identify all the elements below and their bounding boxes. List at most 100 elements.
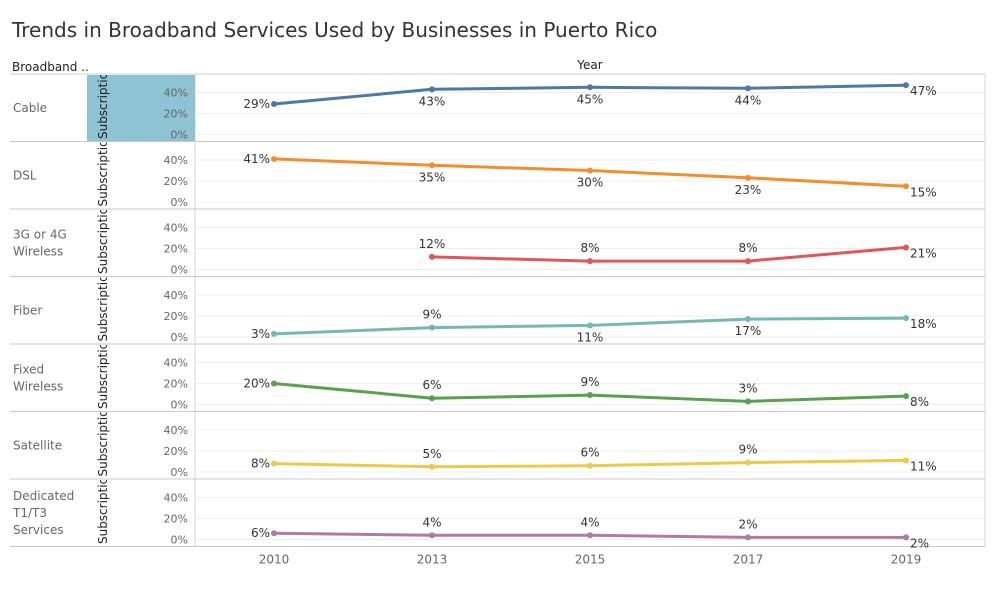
y-tick-label: 40% bbox=[164, 492, 188, 505]
axis-title: Subscription bbox=[96, 199, 110, 274]
y-tick-label: 0% bbox=[171, 466, 188, 479]
data-point[interactable] bbox=[429, 463, 435, 470]
row-label[interactable]: Wireless bbox=[13, 244, 63, 258]
data-point[interactable] bbox=[745, 534, 751, 541]
data-label: 29% bbox=[243, 97, 270, 111]
y-tick-label: 20% bbox=[164, 175, 188, 188]
data-point[interactable] bbox=[271, 460, 277, 467]
y-tick-label: 20% bbox=[164, 513, 188, 526]
row-label[interactable]: Cable bbox=[13, 101, 47, 115]
data-label: 5% bbox=[422, 447, 441, 461]
data-point[interactable] bbox=[903, 244, 909, 251]
data-point[interactable] bbox=[587, 258, 593, 265]
data-label: 35% bbox=[419, 170, 446, 184]
page-title: Trends in Broadband Services Used by Bus… bbox=[12, 18, 658, 42]
y-tick-label: 20% bbox=[164, 243, 188, 256]
y-tick-label: 20% bbox=[164, 310, 188, 323]
data-label: 23% bbox=[735, 183, 762, 197]
row-label[interactable]: Satellite bbox=[13, 438, 62, 452]
pane-cable: Cable Subscription 0% 20% 40% 29% 43% 45% 44% 47% bbox=[10, 64, 985, 142]
row-label[interactable]: Dedicated bbox=[13, 489, 74, 503]
data-point[interactable] bbox=[587, 392, 593, 399]
y-tick-label: 0% bbox=[171, 196, 188, 209]
data-label: 9% bbox=[580, 375, 599, 389]
series-line-3g-or-4g-wireless[interactable] bbox=[430, 245, 908, 263]
x-axis: 2010 2013 2015 2017 2019 bbox=[259, 553, 922, 567]
row-label[interactable]: 3G or 4G bbox=[13, 227, 67, 241]
y-tick-label: 20% bbox=[164, 445, 188, 458]
data-point[interactable] bbox=[903, 393, 909, 400]
data-label: 8% bbox=[738, 241, 757, 255]
y-tick-label: 0% bbox=[171, 534, 188, 547]
y-tick-label: 40% bbox=[164, 154, 188, 167]
axis-title-group: Subscription bbox=[96, 64, 110, 139]
y-tick-label: 0% bbox=[171, 331, 188, 344]
pane-dsl: DSL Subscription 0% 20% 40% 41% 35% 30% 23% 15% bbox=[10, 143, 985, 210]
axis-title-group: Subscription bbox=[96, 480, 110, 544]
data-point[interactable] bbox=[429, 162, 435, 169]
data-point[interactable] bbox=[903, 534, 909, 541]
data-point[interactable] bbox=[429, 86, 435, 93]
row-header[interactable]: Broadband .. bbox=[12, 60, 89, 74]
data-point[interactable] bbox=[587, 532, 593, 539]
y-tick-label: 0% bbox=[171, 264, 188, 277]
data-point[interactable] bbox=[745, 174, 751, 181]
row-label[interactable]: Fixed bbox=[13, 362, 44, 376]
column-header[interactable]: Year bbox=[576, 58, 602, 72]
data-point[interactable] bbox=[271, 101, 277, 108]
data-label: 18% bbox=[910, 317, 937, 331]
y-tick-label: 40% bbox=[164, 424, 188, 437]
data-label: 6% bbox=[580, 446, 599, 460]
data-label: 4% bbox=[422, 515, 441, 529]
row-label[interactable]: DSL bbox=[13, 168, 37, 182]
data-point[interactable] bbox=[429, 253, 435, 260]
row-label[interactable]: Wireless bbox=[13, 379, 63, 393]
data-label: 44% bbox=[735, 93, 762, 107]
data-point[interactable] bbox=[745, 85, 751, 92]
data-point[interactable] bbox=[271, 380, 277, 387]
data-point[interactable] bbox=[745, 258, 751, 265]
data-point[interactable] bbox=[429, 324, 435, 331]
chart-headers: Broadband .. Year bbox=[10, 58, 985, 75]
axis-title: Subscription bbox=[96, 267, 110, 342]
data-point[interactable] bbox=[903, 315, 909, 322]
data-label: 47% bbox=[910, 84, 937, 98]
data-label: 8% bbox=[910, 395, 929, 409]
pane-fixed-wireless: Fixed Wireless Subscription 0% 20% 40% 20% 6% 9%… bbox=[10, 345, 985, 412]
data-label: 8% bbox=[251, 457, 270, 471]
data-point[interactable] bbox=[429, 532, 435, 539]
data-point[interactable] bbox=[587, 84, 593, 91]
row-label[interactable]: Services bbox=[13, 523, 64, 537]
data-label: 6% bbox=[422, 378, 441, 392]
data-point[interactable] bbox=[587, 462, 593, 469]
data-point[interactable] bbox=[271, 155, 277, 162]
axis-title-group: Subscription bbox=[96, 345, 110, 409]
data-label: 41% bbox=[243, 152, 270, 166]
data-label: 4% bbox=[580, 515, 599, 529]
data-point[interactable] bbox=[903, 183, 909, 190]
row-label[interactable]: T1/T3 bbox=[12, 506, 47, 520]
data-point[interactable] bbox=[903, 457, 909, 464]
x-tick-label: 2010 bbox=[259, 553, 290, 567]
y-tick-label: 0% bbox=[171, 129, 188, 142]
data-point[interactable] bbox=[587, 322, 593, 329]
axis-title: Subscription bbox=[96, 402, 110, 477]
chart-panes: Cable Subscription 0% 20% 40% 29% 43% 45% 44% 47%… bbox=[10, 64, 986, 550]
y-tick-label: 40% bbox=[164, 289, 188, 302]
axis-title: Subscription bbox=[96, 64, 110, 139]
data-point[interactable] bbox=[903, 82, 909, 89]
data-point[interactable] bbox=[271, 330, 277, 337]
data-label: 11% bbox=[910, 459, 937, 473]
data-point[interactable] bbox=[271, 530, 277, 537]
data-label: 9% bbox=[422, 308, 441, 322]
row-label[interactable]: Fiber bbox=[13, 303, 42, 317]
data-point[interactable] bbox=[587, 167, 593, 174]
pane-3g-or-4g-wireless: 3G or 4G Wireless Subscription 0% 20% 40% 12% 8… bbox=[10, 199, 985, 277]
data-point[interactable] bbox=[429, 395, 435, 402]
y-tick-label: 20% bbox=[164, 108, 188, 121]
axis-title-group: Subscription bbox=[96, 267, 110, 342]
data-point[interactable] bbox=[745, 459, 751, 466]
data-point[interactable] bbox=[745, 398, 751, 405]
data-point[interactable] bbox=[745, 316, 751, 323]
